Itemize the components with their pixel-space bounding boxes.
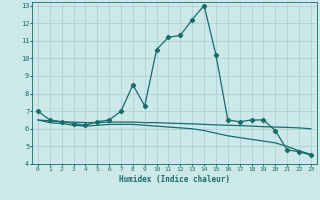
X-axis label: Humidex (Indice chaleur): Humidex (Indice chaleur) xyxy=(119,175,230,184)
